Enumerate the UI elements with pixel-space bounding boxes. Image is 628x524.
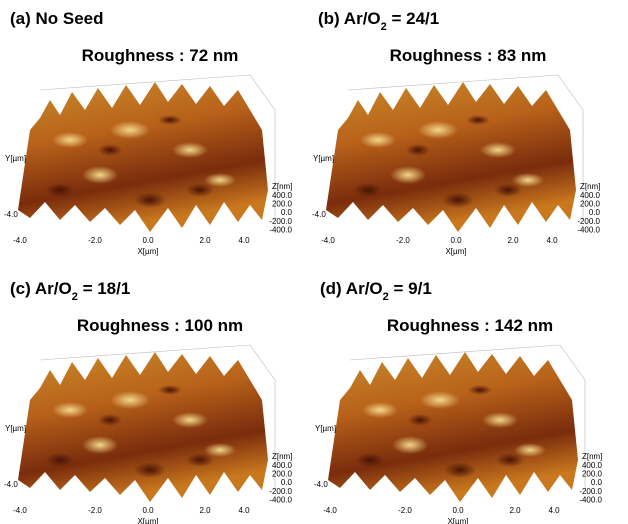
panel-label: (a) No Seed [10, 9, 104, 28]
y-tick-label: -4.0 [4, 480, 18, 489]
y-axis-label: Y[µm] [315, 424, 336, 433]
x-axis-label: X[µm] [137, 247, 158, 256]
label-part: (c) Ar/O [10, 279, 72, 298]
roughness: Roughness : 72 nm [82, 46, 239, 65]
z-axis-label: Z[nm] [272, 182, 292, 191]
z-tick-label: -400.0 [579, 495, 602, 504]
x-tick-label: 2.0 [509, 506, 521, 515]
z-tick-label: -400.0 [269, 495, 292, 504]
panel-label: (b) Ar/O2 = 24/1 [318, 9, 439, 33]
label-part: (d) Ar/O [320, 279, 383, 298]
x-tick-label: -4.0 [13, 236, 27, 245]
x-tick-label: 0.0 [450, 236, 462, 245]
panel: (a) No Seed Roughness : 72 nm -4.0 -2.0 0.0 2… [4, 9, 293, 256]
y-axis-label: Y[µm] [5, 154, 26, 163]
x-tick-label: -4.0 [321, 236, 335, 245]
x-tick-label: 0.0 [452, 506, 464, 515]
x-axis-label: X[µm] [445, 247, 466, 256]
label-part: = 24/1 [387, 9, 439, 28]
panel: (b) Ar/O2 = 24/1 Roughness : 83 nm -4.0 -2.… [312, 9, 601, 256]
label-part: = 9/1 [389, 279, 432, 298]
x-tick-label: 0.0 [142, 236, 154, 245]
x-tick-label: -2.0 [88, 236, 102, 245]
z-axis-label: Z[nm] [582, 452, 602, 461]
roughness: Roughness : 83 nm [390, 46, 547, 65]
surface [328, 345, 585, 502]
x-tick-label: -2.0 [398, 506, 412, 515]
x-tick-label: 2.0 [507, 236, 519, 245]
surface [18, 345, 275, 502]
x-tick-label: 4.0 [546, 236, 558, 245]
y-tick-label: -4.0 [314, 480, 328, 489]
x-tick-label: -2.0 [396, 236, 410, 245]
x-tick-label: 4.0 [238, 506, 250, 515]
panel-label: (c) Ar/O2 = 18/1 [10, 279, 130, 303]
panel-label: (d) Ar/O2 = 9/1 [320, 279, 432, 303]
y-tick-label: -4.0 [312, 210, 326, 219]
roughness: Roughness : 142 nm [387, 316, 553, 335]
x-tick-label: 2.0 [199, 506, 211, 515]
panel: (d) Ar/O2 = 9/1 Roughness : 142 nm -4.0 -2.… [314, 279, 603, 524]
y-axis-label: Y[µm] [5, 424, 26, 433]
surface [18, 75, 275, 232]
label-part: (b) Ar/O [318, 9, 381, 28]
x-tick-label: 2.0 [199, 236, 211, 245]
figure: (a) No Seed Roughness : 72 nm -4.0 -2.0 0.0 2… [0, 0, 628, 524]
x-tick-label: -4.0 [13, 506, 27, 515]
label-part: = 18/1 [78, 279, 130, 298]
surface [326, 75, 583, 232]
roughness: Roughness : 100 nm [77, 316, 243, 335]
x-axis-label: X[µm] [137, 517, 158, 524]
z-tick-label: -400.0 [577, 225, 600, 234]
label-part: (a) No Seed [10, 9, 104, 28]
x-tick-label: -2.0 [88, 506, 102, 515]
y-tick-label: -4.0 [4, 210, 18, 219]
z-tick-label: -400.0 [269, 225, 292, 234]
x-tick-label: 4.0 [238, 236, 250, 245]
x-axis-label: X[µm] [447, 517, 468, 524]
x-tick-label: 4.0 [548, 506, 560, 515]
z-axis-label: Z[nm] [580, 182, 600, 191]
y-axis-label: Y[µm] [313, 154, 334, 163]
panel: (c) Ar/O2 = 18/1 Roughness : 100 nm -4.0 -2… [4, 279, 293, 524]
z-axis-label: Z[nm] [272, 452, 292, 461]
x-tick-label: 0.0 [142, 506, 154, 515]
x-tick-label: -4.0 [323, 506, 337, 515]
